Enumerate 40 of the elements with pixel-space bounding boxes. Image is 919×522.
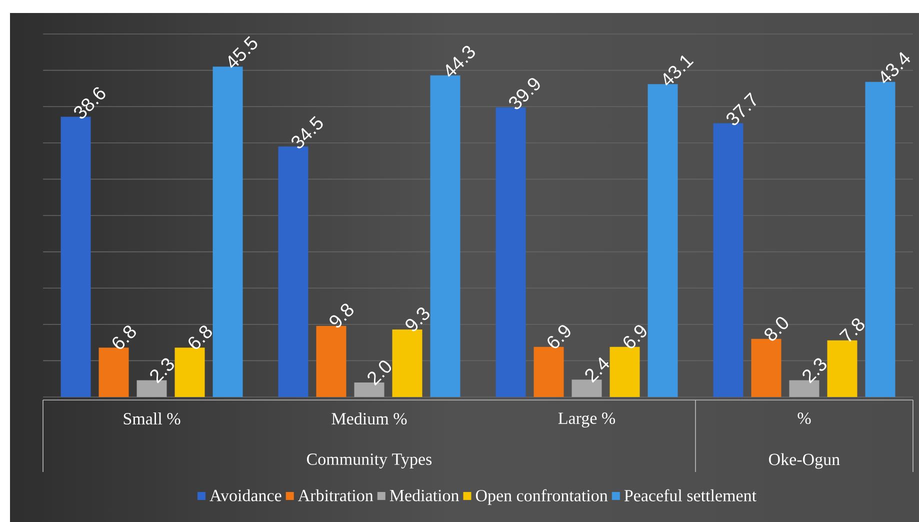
data-label: 44.3	[446, 46, 475, 77]
data-label: 2.3	[802, 358, 826, 384]
data-label: 6.8	[188, 326, 212, 349]
bar	[865, 82, 896, 397]
data-label: 6.9	[548, 325, 570, 348]
legend-label: Avoidance	[210, 489, 282, 502]
data-label: 38.6	[74, 87, 106, 119]
legend-label: Open confrontation	[476, 489, 608, 505]
bar	[212, 66, 243, 397]
bar	[174, 348, 205, 397]
text: Community Types	[306, 454, 432, 468]
data-label: 8.0	[764, 317, 788, 341]
legend-label: Arbitration	[298, 489, 374, 502]
bar	[316, 326, 346, 397]
x-tick-label: %	[798, 412, 811, 424]
bar	[430, 75, 460, 397]
x-tick-label: Small %	[124, 412, 180, 425]
data-label: 45.5	[228, 36, 258, 68]
bar	[827, 340, 858, 397]
x-tick-label: Large %	[558, 412, 616, 428]
text: Oke-Ogun	[769, 453, 840, 469]
legend-label: Mediation	[390, 489, 460, 502]
data-label: 7.8	[839, 318, 864, 342]
data-label: 43.4	[881, 52, 910, 84]
data-label: 6.8	[112, 326, 136, 349]
bar	[648, 84, 678, 397]
bar	[534, 346, 564, 397]
data-label: 39.9	[509, 78, 540, 110]
legend-label: Peaceful settlement	[624, 489, 756, 502]
bar	[610, 346, 640, 397]
data-label: 9.8	[330, 304, 354, 328]
bar	[278, 146, 308, 397]
bar	[98, 348, 129, 397]
data-label: 2.4	[585, 357, 610, 383]
data-label: 2.3	[150, 358, 174, 384]
data-label: 9.3	[406, 307, 430, 332]
x-tick-label: Medium %	[332, 412, 407, 425]
data-label: 2.0	[368, 360, 392, 386]
data-label: 43.1	[664, 55, 694, 86]
data-label: 6.9	[624, 325, 646, 348]
